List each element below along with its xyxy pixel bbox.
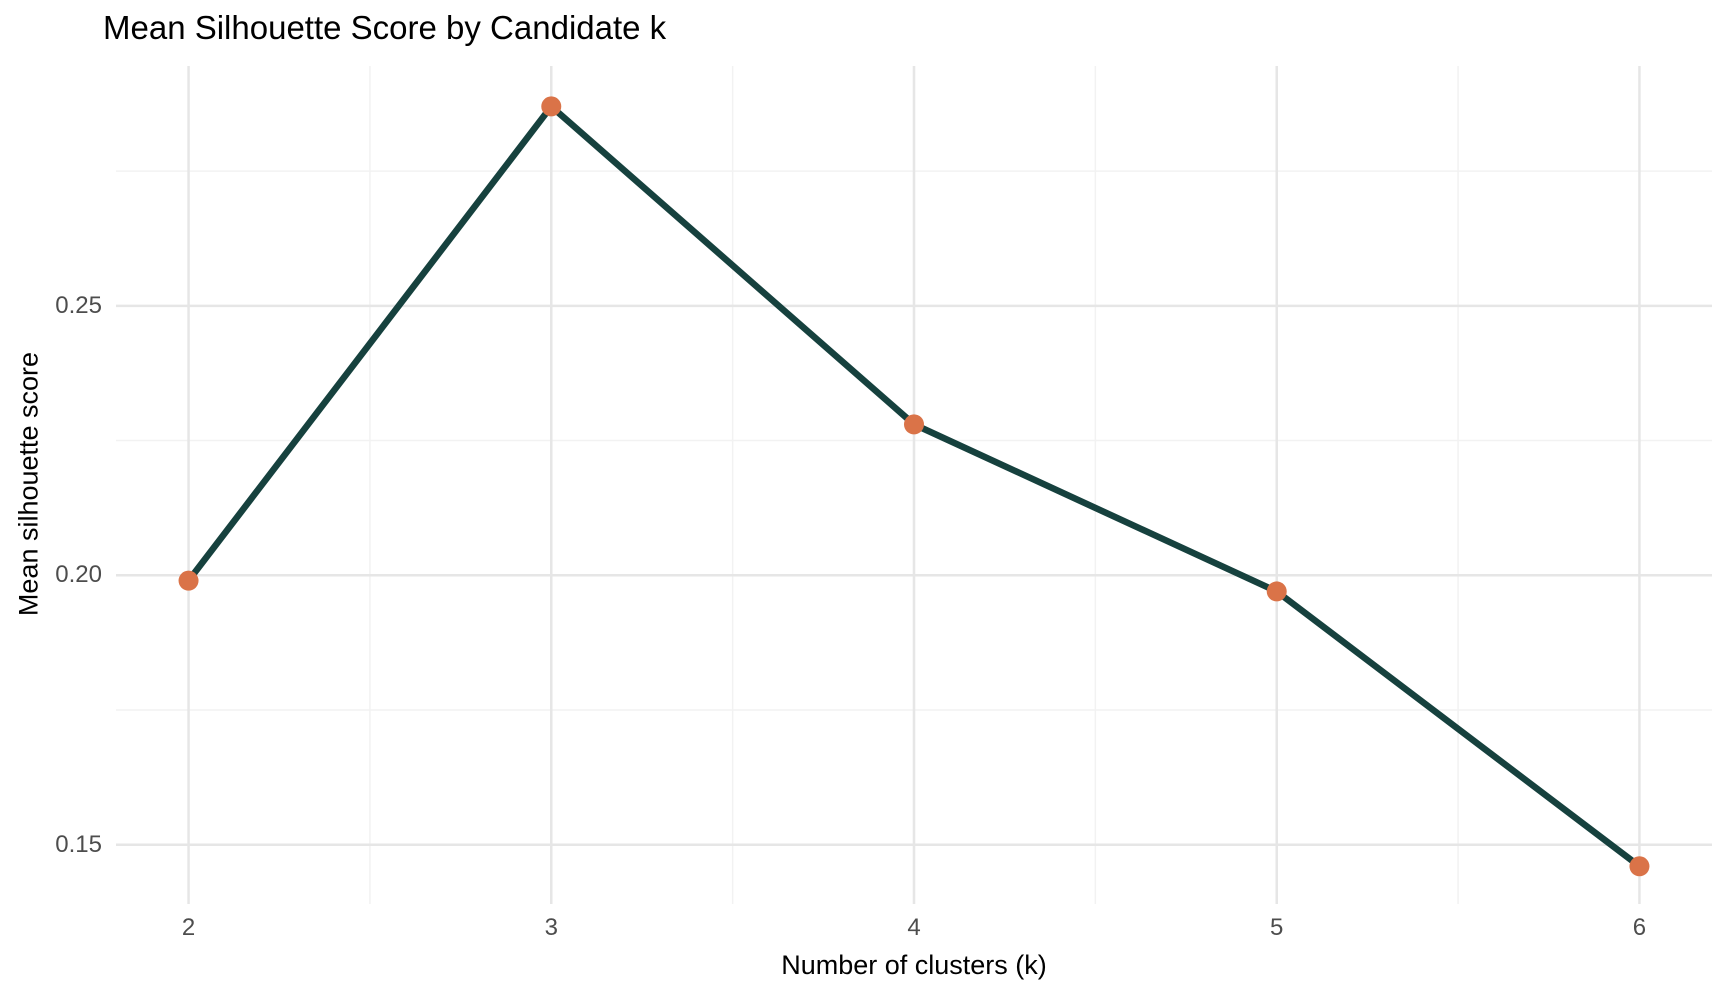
x-axis-title: Number of clusters (k): [781, 950, 1047, 980]
data-point-k6: [1629, 856, 1650, 877]
data-point-k5: [1266, 581, 1287, 602]
y-tick-label-0.25: 0.25: [55, 291, 102, 319]
data-point-k3: [541, 96, 562, 117]
chart-title: Mean Silhouette Score by Candidate k: [103, 9, 667, 46]
data-point-k2: [178, 570, 199, 591]
x-tick-label-6: 6: [1632, 914, 1647, 941]
x-tick-label-4: 4: [907, 914, 921, 941]
x-tick-label-5: 5: [1270, 914, 1284, 941]
plot-panel: [116, 66, 1712, 904]
data-point-k4: [904, 414, 924, 435]
line-chart: [116, 66, 1712, 904]
y-tick-label-0.20: 0.20: [55, 561, 102, 589]
x-tick-label-3: 3: [544, 914, 558, 941]
x-tick-label-2: 2: [181, 914, 196, 941]
y-tick-label-0.15: 0.15: [55, 830, 102, 858]
